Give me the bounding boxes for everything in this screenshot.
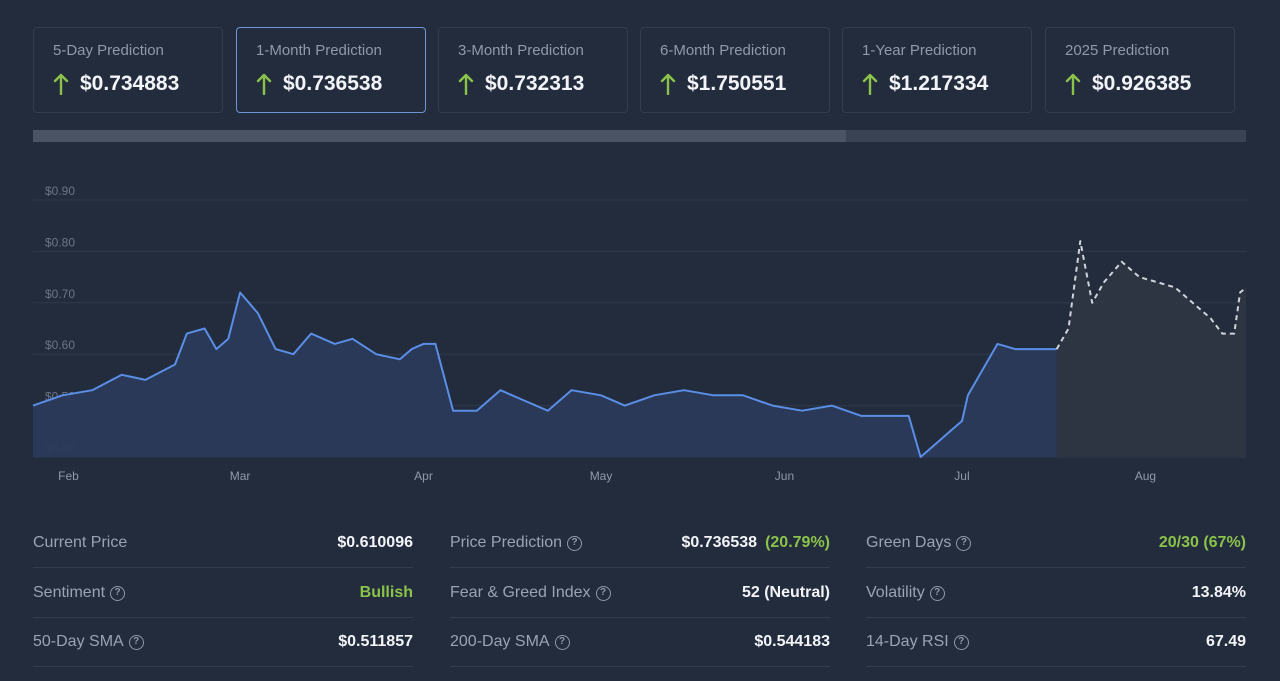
tab-label: 2025 Prediction [1065,42,1170,59]
tab-value: $0.926385 [1092,72,1192,95]
help-icon[interactable]: ? [567,535,583,551]
history-series-line [32,291,1057,458]
tab-value: $1.217334 [889,72,989,95]
x-tick-label: Mar [230,469,251,483]
stat-200-day-sma: 200-Day SMA? $0.544183 [450,619,830,667]
tab-6-month-prediction[interactable]: 6-Month Prediction $1.750551 [640,27,830,113]
x-tick-label: May [590,469,613,483]
stat-fear-greed-index: Fear & Greed Index? 52 (Neutral) [450,570,830,618]
tab-value: $1.750551 [687,72,787,95]
tab-1-year-prediction[interactable]: 1-Year Prediction $1.217334 [842,27,1032,113]
help-icon[interactable]: ? [128,634,144,650]
tab-3-month-prediction[interactable]: 3-Month Prediction $0.732313 [438,27,628,113]
help-icon[interactable]: ? [929,585,945,601]
tab-2025-prediction[interactable]: 2025 Prediction $0.926385 [1045,27,1235,113]
up-arrow-icon [1065,73,1081,95]
x-tick-label: Jul [954,469,969,483]
timeline-progress-bar [33,130,1246,142]
help-icon[interactable]: ? [595,585,611,601]
tab-label: 6-Month Prediction [660,42,786,59]
help-icon[interactable]: ? [110,585,126,601]
prediction-tabs: 5-Day Prediction $0.734883 1-Month Predi… [33,27,1235,113]
tab-label: 1-Month Prediction [256,42,382,59]
tab-value: $0.732313 [485,72,585,95]
up-arrow-icon [862,73,878,95]
up-arrow-icon [256,73,272,95]
timeline-progress-fill [33,130,846,142]
y-tick-label: $0.70 [45,287,75,301]
stat-50-day-sma: 50-Day SMA? $0.511857 [33,619,413,667]
help-icon[interactable]: ? [554,634,570,650]
help-icon[interactable]: ? [956,535,972,551]
tab-1-month-prediction[interactable]: 1-Month Prediction $0.736538 [236,27,426,113]
tab-value: $0.734883 [80,72,180,95]
stat-green-days: Green Days? 20/30 (67%) [866,520,1246,568]
y-tick-label: $0.90 [45,184,75,198]
y-tick-label: $0.80 [45,235,75,249]
prediction-series-line [1055,240,1247,350]
stat-14-day-rsi: 14-Day RSI? 67.49 [866,619,1246,667]
up-arrow-icon [53,73,69,95]
stat-volatility: Volatility? 13.84% [866,570,1246,618]
stat-current-price: Current Price $0.610096 [33,520,413,568]
tab-label: 3-Month Prediction [458,42,584,59]
price-chart: $0.40$0.50$0.60$0.70$0.80$0.90FebMarAprM… [32,184,1247,483]
prediction-area [1056,241,1246,457]
tab-5-day-prediction[interactable]: 5-Day Prediction $0.734883 [33,27,223,113]
tab-label: 5-Day Prediction [53,42,164,59]
x-tick-label: Aug [1135,469,1156,483]
up-arrow-icon [458,73,474,95]
tab-label: 1-Year Prediction [862,42,977,59]
x-tick-label: Apr [414,469,433,483]
tab-value: $0.736538 [283,72,383,95]
x-tick-label: Jun [775,469,794,483]
history-area [33,292,1057,457]
stat-price-prediction: Price Prediction? $0.736538 (20.79%) [450,520,830,568]
up-arrow-icon [660,73,676,95]
y-tick-label: $0.60 [45,338,75,352]
stat-sentiment: Sentiment? Bullish [33,570,413,618]
help-icon[interactable]: ? [953,634,969,650]
x-tick-label: Feb [58,469,79,483]
